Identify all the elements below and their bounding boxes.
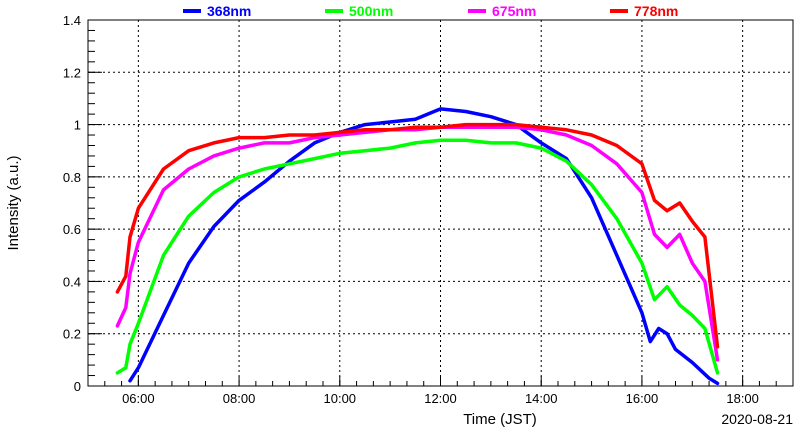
x-tick-label: 06:00 <box>122 391 155 406</box>
legend-label: 500nm <box>349 3 393 19</box>
x-tick-label: 16:00 <box>626 391 659 406</box>
series-line-368nm <box>128 107 720 386</box>
axis-ticks: 06:00 08:00 10:00 12:00 14:00 16:00 18:00 0 0.2 0… <box>63 13 794 406</box>
legend-label: 368nm <box>207 3 251 19</box>
series-line-500nm <box>115 138 720 375</box>
series-line-778nm <box>115 122 720 349</box>
x-tick-label: 08:00 <box>223 391 256 406</box>
y-tick-label: 0.4 <box>63 274 81 289</box>
grid <box>88 20 793 386</box>
legend: 368nm 500nm 675nm 778nm <box>183 3 678 19</box>
x-tick-label: 14:00 <box>525 391 558 406</box>
y-tick-label: 0.2 <box>63 327 81 342</box>
y-tick-label: 1.2 <box>63 65 81 80</box>
legend-label: 778nm <box>634 3 678 19</box>
y-tick-label: 0 <box>74 379 81 394</box>
x-tick-label: 12:00 <box>424 391 457 406</box>
legend-label: 675nm <box>492 3 536 19</box>
x-axis-title: Time (JST) <box>463 411 537 428</box>
y-tick-label: 0.6 <box>63 222 81 237</box>
y-tick-label: 0.8 <box>63 170 81 185</box>
y-tick-label: 1.4 <box>63 13 81 28</box>
series-line-675nm <box>115 125 720 362</box>
y-axis-title: Intensity (a.u.) <box>5 155 22 250</box>
x-tick-label: 18:00 <box>726 391 759 406</box>
series-layer <box>115 107 720 386</box>
x-tick-label: 10:00 <box>324 391 357 406</box>
date-label: 2020-08-21 <box>721 411 793 427</box>
y-tick-label: 1 <box>74 118 81 133</box>
